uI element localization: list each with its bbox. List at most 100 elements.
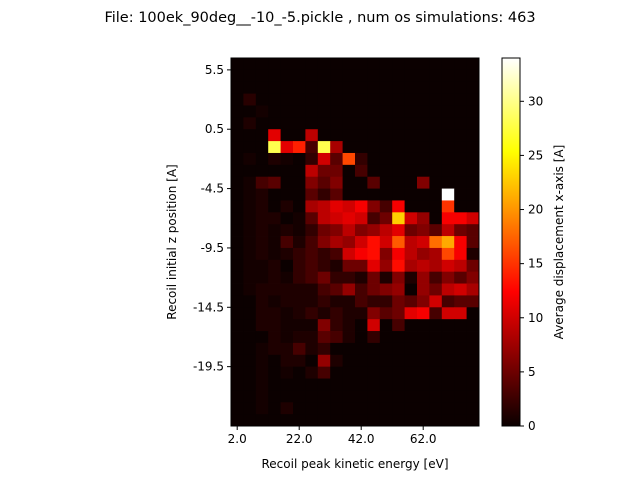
heatmap-cell (231, 176, 244, 189)
heatmap-cell (342, 283, 356, 296)
heatmap-cell (392, 105, 405, 118)
heatmap-cell (293, 402, 306, 415)
heatmap-cell (293, 378, 306, 391)
heatmap-cell (330, 378, 343, 391)
heatmap-cell (379, 271, 393, 284)
heatmap-cell (293, 295, 306, 308)
heatmap-cell (441, 319, 455, 332)
heatmap-cell (330, 105, 343, 118)
heatmap-cell (268, 188, 281, 201)
heatmap-cell (255, 188, 269, 201)
heatmap-cell (392, 414, 405, 427)
heatmap-cell (454, 188, 467, 201)
heatmap-cell (466, 414, 480, 427)
heatmap-cell (404, 271, 418, 284)
heatmap-cell (293, 224, 306, 237)
heatmap-cell (367, 414, 381, 427)
heatmap-cell (243, 188, 257, 201)
heatmap-cell (305, 342, 319, 356)
heatmap-cell (255, 366, 269, 379)
heatmap-cell (404, 188, 418, 201)
heatmap-cell (466, 152, 480, 166)
heatmap-cell (243, 141, 257, 154)
heatmap-cell (231, 342, 244, 356)
heatmap-cell (231, 69, 244, 83)
heatmap-cell (441, 307, 455, 320)
heatmap-cell (404, 93, 418, 106)
heatmap-cell (379, 129, 393, 142)
heatmap-cell (243, 81, 257, 95)
heatmap-cell (454, 390, 467, 403)
heatmap-cell (392, 402, 405, 415)
heatmap-cell (330, 176, 343, 189)
y-tick-label: -4.5 (201, 182, 224, 196)
heatmap-cell (231, 295, 244, 308)
heatmap-cell (466, 307, 480, 320)
heatmap-cell (392, 164, 405, 178)
heatmap-cell (231, 259, 244, 273)
heatmap-cell (268, 200, 281, 213)
heatmap-cell (317, 295, 331, 308)
heatmap-cell (355, 152, 368, 166)
heatmap-cell (441, 402, 455, 415)
heatmap-cell (404, 366, 418, 379)
heatmap-cell (466, 402, 480, 415)
heatmap-cell (243, 200, 257, 213)
heatmap-cell (342, 117, 356, 130)
heatmap-cell (305, 117, 319, 130)
heatmap-cell (293, 331, 306, 344)
x-axis-ticks: 2.0 22.0 42.0 62.0 (228, 426, 437, 446)
heatmap-cell (280, 354, 294, 368)
heatmap-cell (441, 366, 455, 379)
heatmap-cell (466, 176, 480, 189)
heatmap-cell (255, 378, 269, 391)
heatmap-cell (454, 295, 467, 308)
heatmap-cell (355, 295, 368, 308)
heatmap-cell (466, 200, 480, 213)
heatmap-cell (367, 331, 381, 344)
heatmap-cell (417, 342, 430, 356)
heatmap-cell (367, 58, 381, 71)
heatmap-cell (255, 342, 269, 356)
heatmap-cell (342, 176, 356, 189)
heatmap-cell (466, 319, 480, 332)
heatmap-cell (342, 342, 356, 356)
heatmap-cell (342, 378, 356, 391)
heatmap-cell (317, 307, 331, 320)
heatmap-cell (379, 247, 393, 261)
heatmap-cell (317, 366, 331, 379)
heatmap-cell (342, 212, 356, 225)
heatmap-cell (330, 366, 343, 379)
heatmap-cell (441, 69, 455, 83)
heatmap-cell (429, 295, 443, 308)
heatmap-cell (293, 58, 306, 71)
heatmap-cell (293, 283, 306, 296)
heatmap-cell (379, 117, 393, 130)
heatmap-cell (342, 319, 356, 332)
heatmap-cell (417, 366, 430, 379)
heatmap-cell (429, 366, 443, 379)
heatmap-cell (305, 224, 319, 237)
heatmap-cell (317, 117, 331, 130)
heatmap-cell (429, 378, 443, 391)
heatmap-cell (255, 271, 269, 284)
heatmap-cell (404, 141, 418, 154)
heatmap-cell (330, 236, 343, 249)
heatmap-cell (330, 117, 343, 130)
heatmap-cell (293, 164, 306, 178)
heatmap-cell (231, 283, 244, 296)
heatmap-cell (268, 378, 281, 391)
heatmap-cell (454, 129, 467, 142)
heatmap-cell (243, 390, 257, 403)
heatmap-cell (231, 152, 244, 166)
heatmap-cell (293, 307, 306, 320)
heatmap-cell (255, 414, 269, 427)
heatmap-cell (243, 331, 257, 344)
heatmap-cell (379, 93, 393, 106)
colorbar-tick-label: 0 (528, 419, 536, 433)
heatmap-cell (355, 164, 368, 178)
heatmap-cell (441, 164, 455, 178)
heatmap-cell (255, 307, 269, 320)
heatmap-cell (429, 93, 443, 106)
